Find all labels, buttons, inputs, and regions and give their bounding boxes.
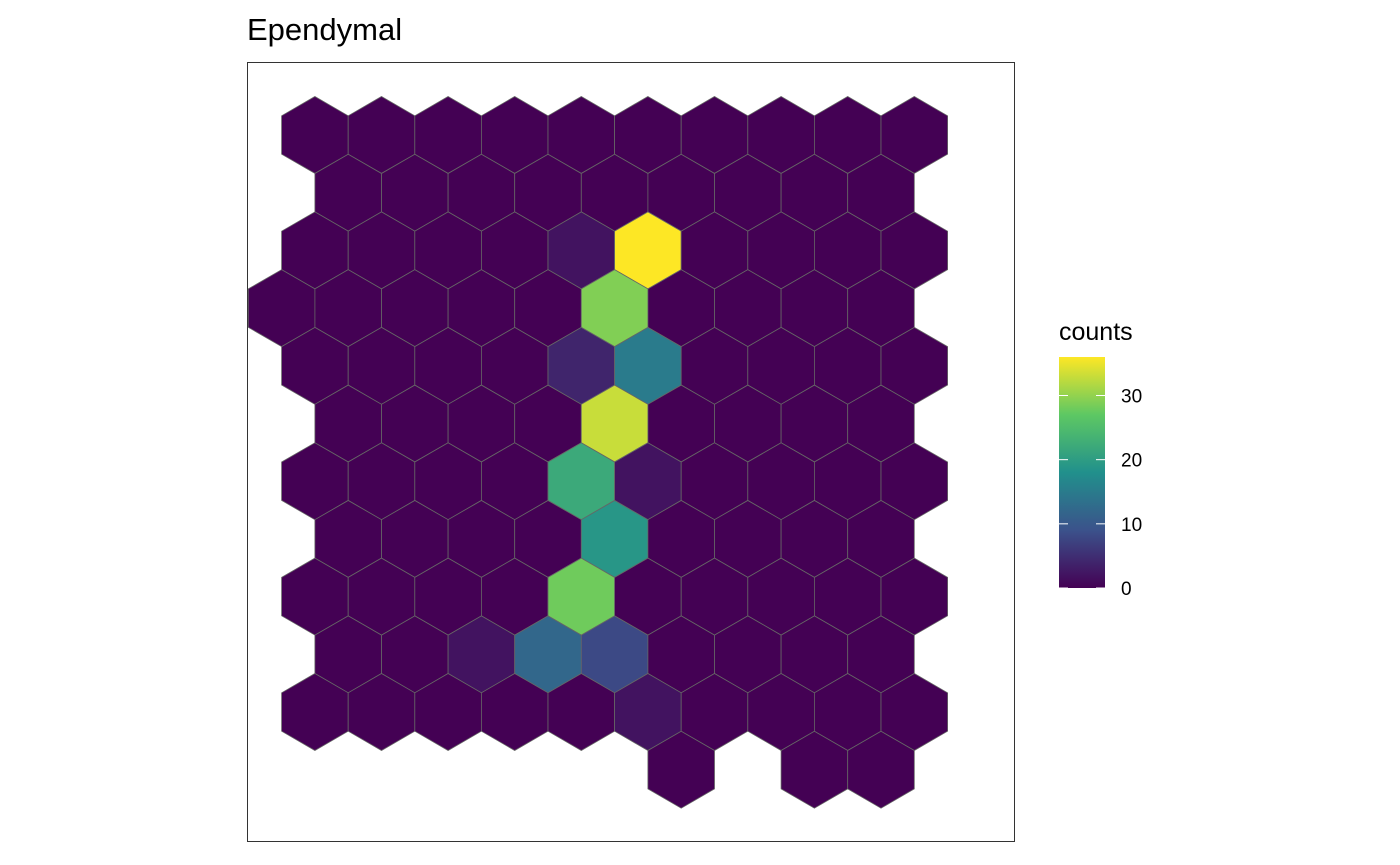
hex-cell (847, 730, 915, 809)
legend-tick-label: 10 (1121, 515, 1142, 536)
colorbar (1059, 357, 1105, 588)
chart-title: Ependymal (247, 12, 402, 47)
legend: counts 0 10 20 30 (1059, 318, 1142, 600)
hex-cells (247, 96, 948, 809)
legend-tick-label: 0 (1121, 579, 1132, 600)
legend-tick-label: 30 (1121, 387, 1142, 408)
hex-cell (647, 730, 715, 809)
legend-ticks: 0 10 20 30 (1059, 387, 1142, 600)
legend-tick-label: 20 (1121, 451, 1142, 472)
legend-title: counts (1059, 318, 1133, 346)
